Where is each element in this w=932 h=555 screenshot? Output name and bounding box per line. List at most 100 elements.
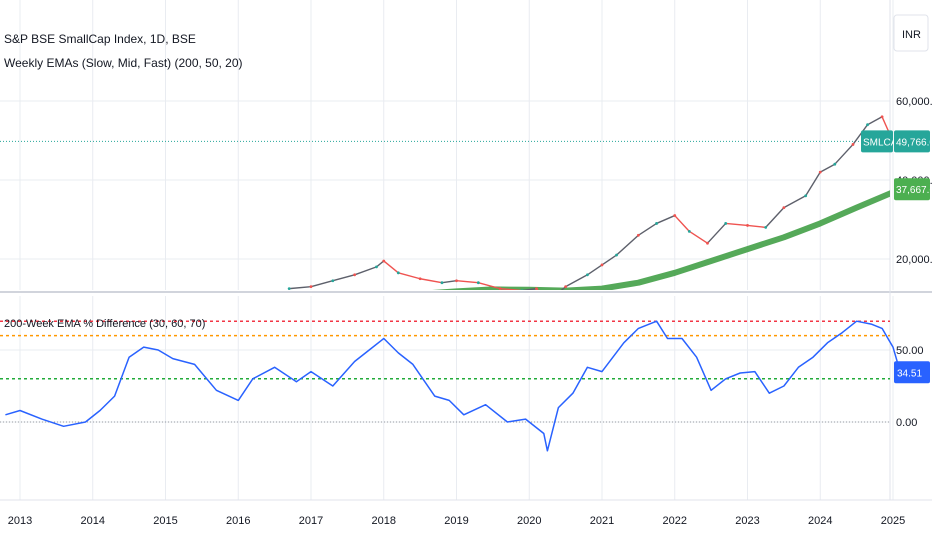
price-point [880,115,884,119]
price-point [833,162,837,166]
price-point [375,265,378,269]
time-axis-tick: 2019 [444,515,468,527]
price-point [804,194,808,198]
ema-200-line [432,190,890,290]
price-segment [834,143,854,165]
price-point [851,143,855,146]
price-segment [725,222,748,227]
price-segment [560,286,567,290]
price-point [655,222,658,225]
price-segment [383,260,399,274]
price-segment [616,234,639,256]
price-segment [881,116,890,137]
time-axis-tick: 2025 [881,515,905,527]
price-point [866,123,869,127]
time-axis-tick: 2014 [81,515,105,527]
symbol-tag [861,130,893,153]
price-series [287,115,890,290]
price-axis-tick: 20,000.00 [896,254,932,266]
price-segment [805,171,821,197]
price-segment [601,254,617,266]
oscillator-line [5,320,902,452]
price-segment [747,224,766,229]
symbol-tag-label: SMLCAP [863,137,904,148]
price-segment [637,222,657,236]
price-segment [521,287,537,290]
price-point [440,281,444,285]
price-point [687,229,691,233]
price-point [476,281,480,285]
price-segment [819,163,836,173]
price-axis-tick: 60,000.00 [896,96,932,108]
time-axis-tick: 2020 [517,515,541,527]
ema-last-label-bg [894,178,930,201]
oscillator-title: 200-Week EMA % Difference (30, 60, 70) [4,318,206,330]
price-segment [289,285,312,290]
price-point [818,170,822,174]
price-point [586,273,589,277]
price-last-label-bg [894,130,930,153]
price-segment [456,280,479,284]
price-segment [706,222,727,244]
time-axis-tick: 2023 [735,515,759,527]
time-axis-tick: 2024 [808,515,832,527]
price-segment [867,116,883,126]
price-point [724,222,728,225]
time-axis-tick: 2022 [663,515,687,527]
price-point [564,285,568,289]
price-point [520,289,524,290]
price-point [782,206,786,210]
price-point [636,233,640,237]
time-axis-tick: 2017 [299,515,323,527]
price-point [706,241,709,245]
price-point [287,287,291,290]
price-segment [656,214,676,225]
price-point [498,287,502,290]
ema-last-label: 37,667.66 [896,185,932,196]
price-segment [587,264,603,276]
price-segment [674,215,690,232]
price-segment [500,287,523,290]
chart-title: S&P BSE SmallCap Index, 1D, BSE [4,32,196,46]
price-segment [765,207,785,228]
price-point [331,279,335,283]
price-point [746,224,749,227]
price-segment [310,280,334,288]
price-point [396,271,400,275]
price-segment [565,274,588,288]
price-point [615,253,618,257]
price-segment [332,274,355,282]
price-segment [398,272,421,280]
price-segment [354,266,377,276]
osc-last-label: 34.51 [897,368,922,379]
price-segment [376,260,385,268]
price-segment [852,124,869,145]
time-axis-tick: 2016 [226,515,250,527]
price-point [764,226,768,229]
price-point [535,287,538,290]
price-point [353,273,357,277]
price-point [309,285,313,289]
time-axis-tick: 2021 [590,515,614,527]
price-point [455,279,458,283]
osc-axis-tick: 0.00 [896,417,917,429]
price-last-label: 49,766.09 [896,137,932,148]
price-point [600,263,604,267]
time-axis-tick: 2015 [153,515,177,527]
time-axis-tick: 2018 [372,515,396,527]
indicator-title: Weekly EMAs (Slow, Mid, Fast) (200, 50, … [4,56,243,70]
time-axis-tick: 2013 [8,515,32,527]
currency-box [893,14,929,52]
price-point [418,277,422,281]
price-segment [783,195,807,209]
price-point [673,214,677,217]
price-segment [420,278,443,284]
osc-last-label-bg [894,361,930,384]
price-point [382,259,386,263]
price-segment [478,282,501,290]
price-segment [441,280,457,284]
price-segment [688,230,708,244]
